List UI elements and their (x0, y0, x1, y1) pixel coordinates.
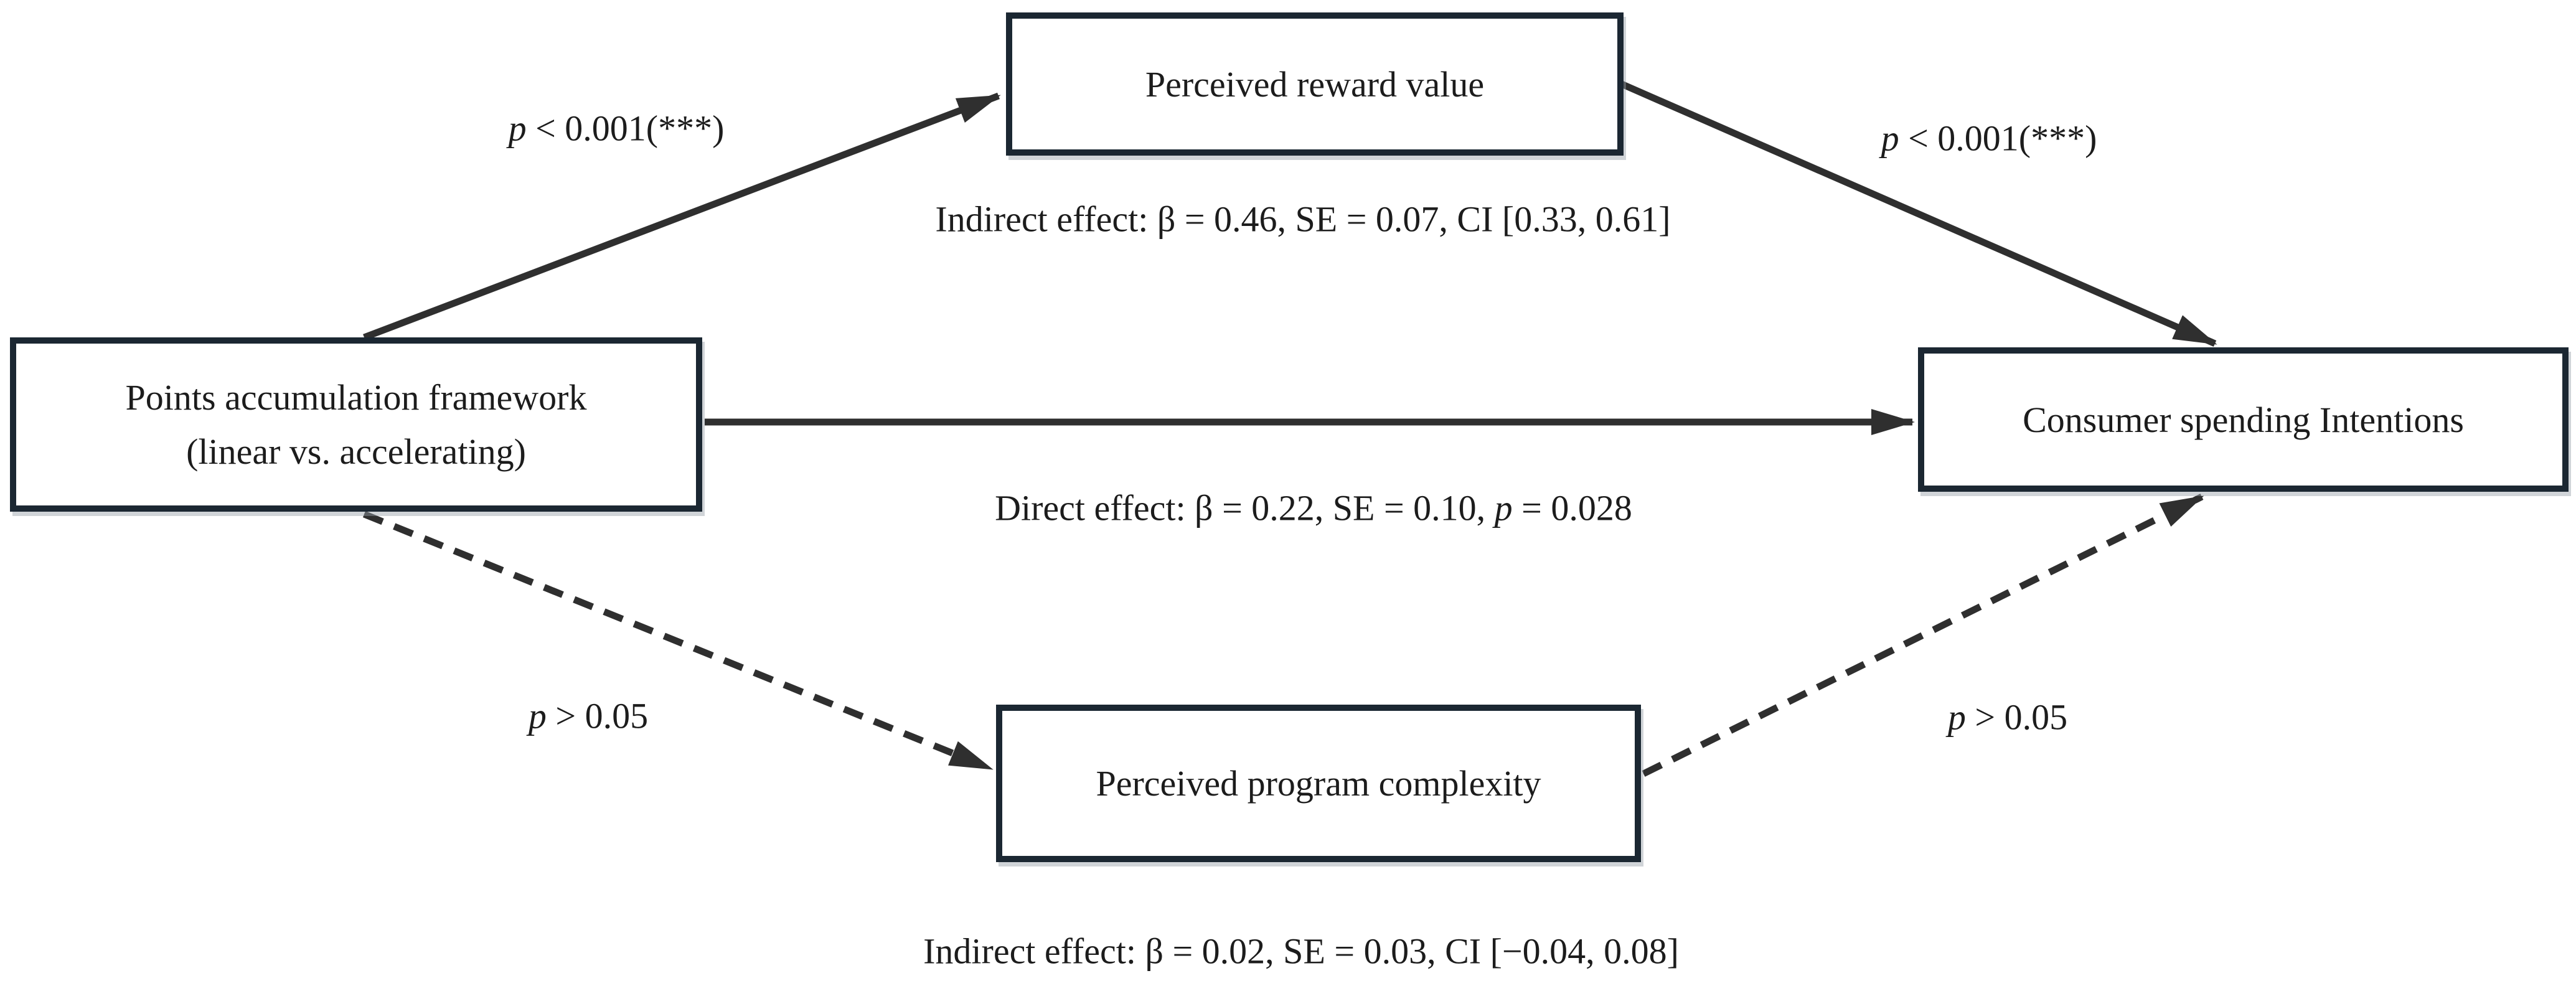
p-value-text: < 0.001(***) (526, 108, 725, 149)
edge-a1-solid-arrow (363, 92, 1001, 341)
indirect-effect-top-annotation: Indirect effect: β = 0.46, SE = 0.07, CI… (935, 199, 1671, 240)
node-mediator-bottom-label: Perceived program complexity (1096, 763, 1541, 804)
edge-a1-p-label: p < 0.001(***) (509, 108, 725, 149)
node-dependent-variable: Consumer spending Intentions (1918, 347, 2569, 492)
node-independent-label-line1: Points accumulation framework (125, 377, 587, 418)
p-symbol: p (508, 108, 527, 149)
p-symbol: p (1947, 697, 1966, 738)
edge-a2-p-label: p > 0.05 (529, 695, 648, 737)
node-independent-label-line2: (linear vs. accelerating) (186, 431, 526, 472)
p-symbol: p (528, 695, 547, 736)
edge-a2-dashed-arrow (362, 510, 994, 772)
node-mediator-bottom: Perceived program complexity (996, 705, 1641, 862)
edge-b1-solid-arrow (1620, 80, 2217, 347)
p-symbol: p (1494, 487, 1513, 528)
p-value-text: > 0.05 (1965, 697, 2068, 738)
p-symbol: p (1881, 118, 1899, 159)
indirect-effect-bottom-annotation: Indirect effect: β = 0.02, SE = 0.03, CI… (923, 931, 1679, 972)
direct-effect-prefix: Direct effect: β = 0.22, SE = 0.10, (995, 487, 1495, 528)
p-value-text: > 0.05 (546, 695, 649, 736)
edge-b1-p-label: p < 0.001(***) (1881, 118, 2097, 159)
direct-effect-suffix: = 0.028 (1512, 487, 1632, 528)
direct-effect-annotation: Direct effect: β = 0.22, SE = 0.10, p = … (995, 487, 1632, 529)
node-mediator-top: Perceived reward value (1006, 12, 1624, 156)
edge-b2-p-label: p > 0.05 (1948, 697, 2067, 738)
node-dependent-label: Consumer spending Intentions (2023, 399, 2464, 440)
node-independent-variable: Points accumulation framework (linear vs… (10, 337, 702, 512)
edge-b2-dashed-arrow (1642, 494, 2204, 777)
node-mediator-top-label: Perceived reward value (1145, 63, 1485, 105)
p-value-text: < 0.001(***) (1899, 118, 2097, 159)
